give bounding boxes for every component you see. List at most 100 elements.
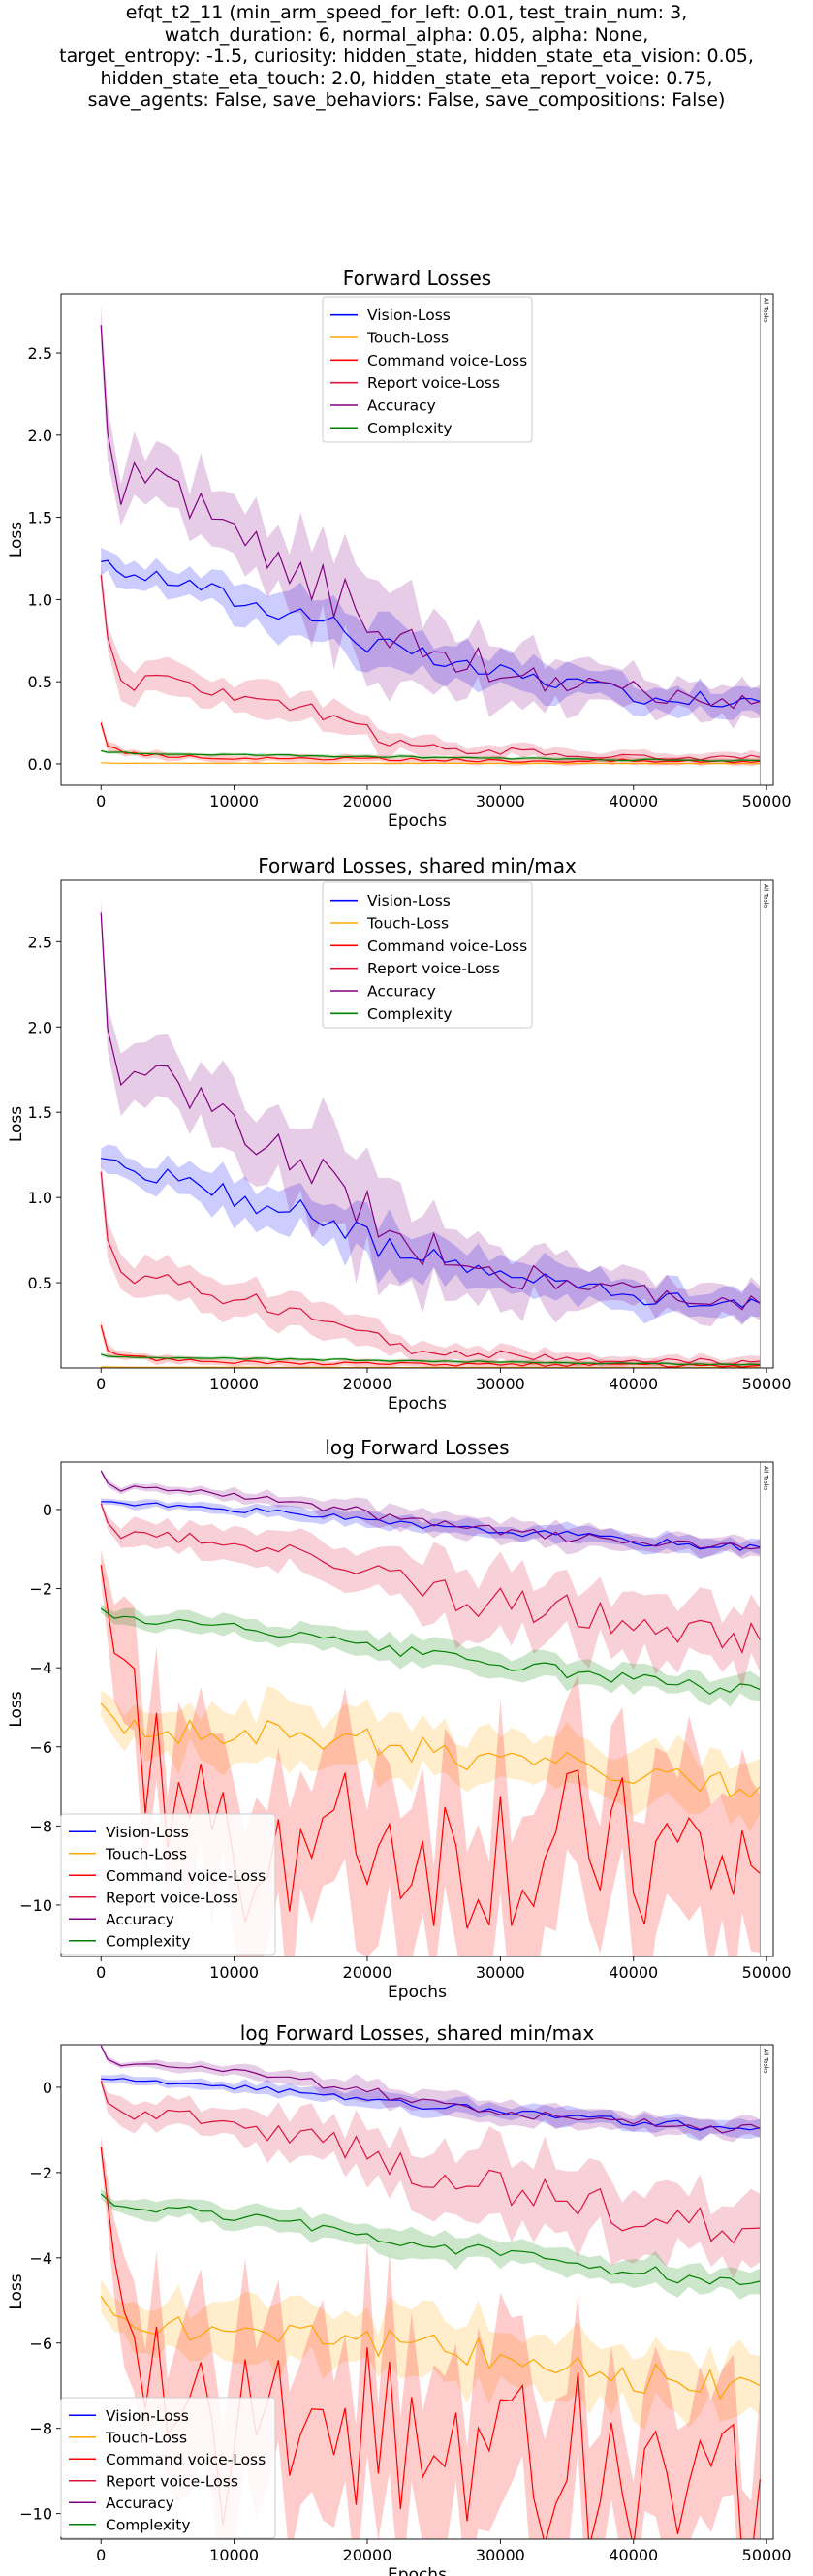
y-tick-label: 0.0 <box>28 755 52 774</box>
x-axis-label: Epochs <box>388 2565 447 2576</box>
x-tick-label: 30000 <box>476 1375 525 1393</box>
series-report-voice-loss <box>100 574 761 761</box>
legend-frame <box>60 2397 276 2539</box>
legend-label-vision-loss: Vision-Loss <box>367 306 451 324</box>
y-tick-label: −10 <box>19 2505 52 2524</box>
x-tick-label: 20000 <box>343 1963 392 1982</box>
y-axis-label: Loss <box>7 1106 26 1142</box>
chart-title: log Forward Losses <box>325 1436 509 1459</box>
x-tick-label: 0 <box>96 1963 106 1982</box>
y-tick-label: 0 <box>43 1501 52 1519</box>
x-tick-label: 50000 <box>742 1375 792 1393</box>
legend-label-complexity: Complexity <box>367 1005 453 1023</box>
x-tick-label: 20000 <box>343 1375 392 1393</box>
series-accuracy <box>100 1470 761 1550</box>
band-command-voice-loss <box>101 1320 761 1368</box>
legend-label-vision-loss: Vision-Loss <box>106 1824 189 1841</box>
series-vision-loss <box>101 2078 761 2131</box>
band-vision-loss <box>101 2074 761 2142</box>
band-accuracy <box>101 304 761 729</box>
series-accuracy <box>100 2045 761 2134</box>
legend-frame <box>322 881 533 1029</box>
y-axis-label: Loss <box>7 522 26 557</box>
y-tick-label: −4 <box>29 1659 52 1677</box>
chart-title: log Forward Losses, shared min/max <box>240 2021 595 2045</box>
axes-frame <box>60 1461 774 1957</box>
band-touch-loss <box>101 1685 761 1832</box>
legend-label-touch-loss: Touch-Loss <box>105 2429 187 2446</box>
figure-title-line: target_entropy: -1.5, curiosity: hidden_… <box>59 46 754 67</box>
band-report-voice-loss <box>101 1500 761 1690</box>
legend-label-command-voice-loss: Command voice-Loss <box>106 2451 266 2468</box>
series-complexity <box>101 749 761 762</box>
x-tick-label: 40000 <box>609 1375 658 1393</box>
series-report-voice-loss <box>100 2081 761 2244</box>
chart-title: Forward Losses <box>343 267 491 290</box>
chart-title: Forward Losses, shared min/max <box>258 854 577 877</box>
band-vision-loss <box>101 1144 761 1324</box>
plot-area <box>100 304 761 767</box>
y-tick-label: −2 <box>29 1580 52 1599</box>
vline-label: All Tasks <box>762 1466 768 1490</box>
legend-frame <box>60 1813 276 1956</box>
band-report-voice-loss <box>101 1157 761 1368</box>
chart-forward-losses-shared: Forward Losses, shared min/max All Tasks 0… <box>7 854 792 1414</box>
y-tick-label: 2.5 <box>28 933 52 951</box>
figure-title: efqt_t2_11 (min_arm_speed_for_left: 0.01… <box>0 2 813 111</box>
y-tick-label: −2 <box>29 2164 52 2182</box>
legend: Vision-Loss Touch-Loss Command voice-Loss R… <box>60 1813 276 1956</box>
y-tick-label: −8 <box>29 1817 52 1835</box>
legend-label-command-voice-loss: Command voice-Loss <box>367 352 527 369</box>
legend-label-touch-loss: Touch-Loss <box>366 915 449 933</box>
legend-label-complexity: Complexity <box>106 2516 191 2533</box>
band-report-voice-loss <box>101 2077 761 2279</box>
x-tick-label: 20000 <box>343 792 392 811</box>
series-vision-loss <box>101 1501 761 1551</box>
x-tick-label: 40000 <box>609 792 658 811</box>
legend-label-accuracy: Accuracy <box>367 398 436 415</box>
band-vision-loss <box>101 1498 761 1560</box>
legend-label-accuracy: Accuracy <box>106 1911 174 1928</box>
vline-label: All Tasks <box>762 884 768 908</box>
legend-label-vision-loss: Vision-Loss <box>367 892 451 909</box>
figure-title-line: efqt_t2_11 (min_arm_speed_for_left: 0.01… <box>125 2 688 23</box>
legend-label-touch-loss: Touch-Loss <box>366 330 449 347</box>
chart-log-forward-losses-shared: log Forward Losses, shared min/max All Ta… <box>7 2021 792 2576</box>
axes-frame <box>60 2044 774 2540</box>
legend-label-accuracy: Accuracy <box>106 2495 174 2512</box>
series-vision-loss <box>101 559 761 708</box>
x-tick-label: 50000 <box>742 1963 792 1982</box>
axes-frame <box>60 293 774 786</box>
legend-label-complexity: Complexity <box>106 1932 191 1950</box>
y-axis-label: Loss <box>7 1691 26 1727</box>
x-axis-label: Epochs <box>388 811 447 831</box>
y-tick-label: 1.0 <box>28 1189 52 1207</box>
legend-label-complexity: Complexity <box>367 420 453 437</box>
x-tick-label: 40000 <box>609 1963 658 1982</box>
axes-frame <box>60 879 774 1369</box>
x-tick-label: 10000 <box>209 792 259 811</box>
series-report-voice-loss <box>100 1503 761 1655</box>
legend: Vision-Loss Touch-Loss Command voice-Loss R… <box>322 881 533 1029</box>
y-tick-label: 0 <box>43 2079 52 2097</box>
band-vision-loss <box>101 547 761 720</box>
x-axis-label: Epochs <box>388 1394 447 1414</box>
legend-label-report-voice-loss: Report voice-Loss <box>106 1889 238 1906</box>
y-axis-label: Loss <box>7 2274 26 2309</box>
y-tick-label: 2.5 <box>28 344 52 363</box>
band-touch-loss <box>101 2279 761 2431</box>
legend-frame <box>322 296 533 443</box>
x-tick-label: 10000 <box>209 2546 259 2564</box>
x-tick-label: 50000 <box>742 792 792 811</box>
x-tick-label: 10000 <box>209 1963 259 1982</box>
y-tick-label: 0.5 <box>28 673 52 691</box>
x-tick-label: 30000 <box>476 792 525 811</box>
band-complexity <box>101 1604 761 1707</box>
band-report-voice-loss <box>101 562 761 766</box>
series-vision-loss <box>101 1158 761 1309</box>
x-tick-label: 40000 <box>609 2546 658 2564</box>
legend: Vision-Loss Touch-Loss Command voice-Loss R… <box>322 296 533 443</box>
y-tick-label: 1.5 <box>28 1103 52 1122</box>
y-tick-label: 1.5 <box>28 509 52 527</box>
chart-log-forward-losses: log Forward Losses All Tasks 0 10000 20000 30… <box>7 1436 792 2002</box>
